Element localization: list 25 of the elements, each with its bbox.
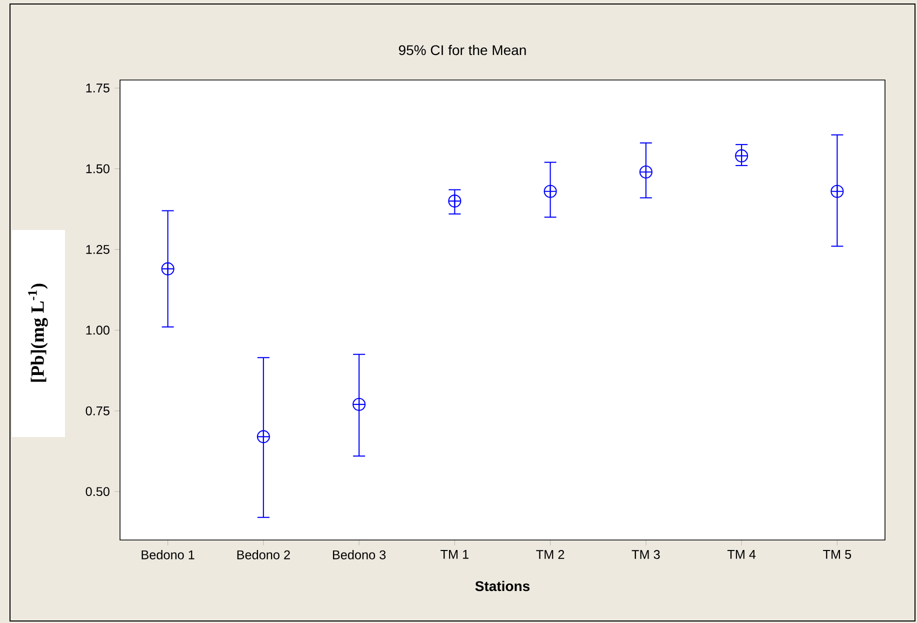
x-tick-label: Bedono 2 <box>237 550 290 560</box>
chart-title: 95% CI for the Mean <box>398 44 526 56</box>
y-tick-label: 1.25 <box>86 244 110 254</box>
point <box>830 184 844 198</box>
x-tick-label: Bedono 1 <box>142 550 194 560</box>
x-tick-label: TM 4 <box>727 550 756 559</box>
x-tick-label: TM 5 <box>823 550 852 559</box>
y-tick-label: 1.00 <box>86 326 110 335</box>
x-tick-label: Bedono 3 <box>332 550 386 560</box>
y-tick-label: 1.50 <box>86 164 110 174</box>
y-tick-label: 0.75 <box>86 406 110 416</box>
y-tick-label: 1.75 <box>86 84 110 92</box>
point <box>544 184 557 198</box>
x-tick-label: TM 3 <box>632 550 660 559</box>
point <box>352 398 366 411</box>
point <box>256 430 270 444</box>
x-tick-label: TM 1 <box>440 550 468 559</box>
point <box>161 262 174 276</box>
point <box>735 149 748 162</box>
y-tick-label: 0.50 <box>86 487 110 496</box>
x-axis-title: Stations <box>475 580 530 592</box>
x-tick-label: TM 2 <box>536 550 564 559</box>
point <box>448 194 462 208</box>
y-axis-title: [Pb](mg L$^{-1}$) <box>28 284 48 382</box>
point <box>639 165 652 179</box>
